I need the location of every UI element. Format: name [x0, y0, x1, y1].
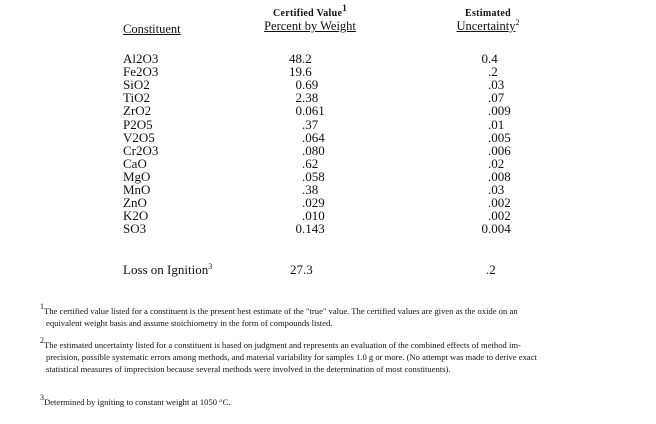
- constituent-name: Fe2O3: [123, 64, 159, 80]
- certified-value: 0.143: [295, 221, 325, 237]
- table-row: K2O .010 .002: [0, 209, 656, 222]
- uncertainty-value: .07: [488, 90, 505, 106]
- table-row: MgO .058 .008: [0, 170, 656, 183]
- header-constituent-text: Constituent: [123, 22, 181, 36]
- loi-value: 27.3: [290, 262, 313, 277]
- certified-value: .38: [302, 182, 319, 197]
- uncertainty-value: 0.4: [481, 51, 498, 66]
- table-row: P2O5 .37 .01: [0, 118, 656, 131]
- certified-value: .029: [302, 195, 325, 211]
- uncertainty-value: .03: [488, 77, 505, 93]
- header-constituent: Constituent: [123, 22, 181, 37]
- footnote-3: 3Determined by igniting to constant weig…: [40, 393, 231, 408]
- certified-value: .058: [302, 168, 325, 184]
- header-uncertainty-line2: Uncertainty: [456, 19, 516, 33]
- loss-on-ignition-row: Loss on Ignition3 27.3 .2: [0, 262, 656, 277]
- uncertainty-value: .009: [488, 103, 511, 119]
- uncertainty-value: .02: [488, 155, 505, 171]
- table-row: SO3 0.143 0.004: [0, 222, 656, 235]
- constituent-name: Cr2O3: [123, 142, 159, 158]
- constituent-name: MgO: [123, 168, 151, 184]
- table-row: ZnO .029 .002: [0, 196, 656, 209]
- footnote-ref: 3: [208, 262, 213, 271]
- certified-value: 0.69: [295, 77, 319, 93]
- header-certified-line1: Certified Value: [272, 8, 343, 19]
- loi-uncertainty: .2: [486, 262, 496, 277]
- certified-value: .62: [302, 155, 319, 171]
- header-uncertainty: Estimated Uncertainty2: [448, 8, 528, 34]
- constituent-name: K2O: [123, 208, 149, 224]
- constituent-name: V2O5: [123, 129, 155, 145]
- certified-value: .080: [302, 142, 325, 158]
- table-row: Al2O3 48.2 0.4: [0, 52, 656, 65]
- certified-value: 0.061: [295, 103, 325, 119]
- table-row: ZrO2 0.061 .009: [0, 104, 656, 117]
- uncertainty-value: 0.004: [481, 221, 511, 237]
- footnote-2: 2The estimated uncertainty listed for a …: [40, 336, 537, 375]
- constituent-name: TiO2: [123, 90, 150, 106]
- table-row: CaO .62 .02: [0, 157, 656, 170]
- footnote-line: precision, possible systematic errors am…: [46, 352, 537, 362]
- table-row: MnO .38 .03: [0, 183, 656, 196]
- constituent-name: ZnO: [123, 195, 147, 211]
- certified-value: .37: [302, 116, 319, 132]
- footnote-line: The estimated uncertainty listed for a c…: [44, 340, 521, 350]
- footnote-ref: 1: [342, 3, 348, 13]
- certified-value: .010: [302, 208, 325, 224]
- footnote-line: Determined by igniting to constant weigh…: [44, 397, 231, 407]
- footnote-1: 1The certified value listed for a consti…: [40, 302, 518, 329]
- constituent-name: SiO2: [123, 77, 150, 93]
- table-row: V2O5 .064 .005: [0, 131, 656, 144]
- table-row: SiO2 0.69 .03: [0, 78, 656, 91]
- table-row: TiO2 2.38 .07: [0, 91, 656, 104]
- header-certified-line2: Percent by Weight: [264, 19, 356, 33]
- footnote-line: equivalent weight basis and assume stoic…: [46, 318, 333, 328]
- uncertainty-value: .008: [488, 168, 511, 184]
- footnote-mark: 2: [40, 336, 44, 345]
- footnote-mark: 1: [40, 302, 44, 311]
- constituent-name: Al2O3: [123, 51, 159, 66]
- table-row: Fe2O3 19.6 .2: [0, 65, 656, 78]
- uncertainty-value: .2: [488, 64, 498, 80]
- uncertainty-value: .006: [488, 142, 511, 158]
- uncertainty-value: .01: [488, 116, 505, 132]
- footnote-line: statistical measures of imprecision beca…: [46, 364, 451, 374]
- uncertainty-value: .002: [488, 195, 511, 211]
- loi-label: Loss on Ignition: [123, 262, 209, 277]
- constituent-name: ZrO2: [123, 103, 152, 119]
- header-uncertainty-line1: Estimated: [464, 8, 512, 19]
- constituent-name: MnO: [123, 182, 151, 197]
- certified-value: 48.2: [289, 51, 312, 66]
- certified-value: 19.6: [289, 64, 312, 80]
- certified-value: 2.38: [295, 90, 319, 106]
- uncertainty-value: .005: [488, 129, 511, 145]
- footnote-line: The certified value listed for a constit…: [44, 306, 518, 316]
- constituent-name: P2O5: [123, 116, 153, 132]
- uncertainty-value: .002: [488, 208, 511, 224]
- table-row: Cr2O3 .080 .006: [0, 144, 656, 157]
- constituent-name: CaO: [123, 155, 147, 171]
- constituent-name: SO3: [123, 221, 147, 237]
- footnote-ref: 2: [515, 18, 520, 27]
- footnote-mark: 3: [40, 393, 44, 402]
- header-certified-value: Certified Value1 Percent by Weight: [258, 4, 362, 34]
- uncertainty-value: .03: [488, 182, 505, 197]
- certified-value: .064: [302, 129, 325, 145]
